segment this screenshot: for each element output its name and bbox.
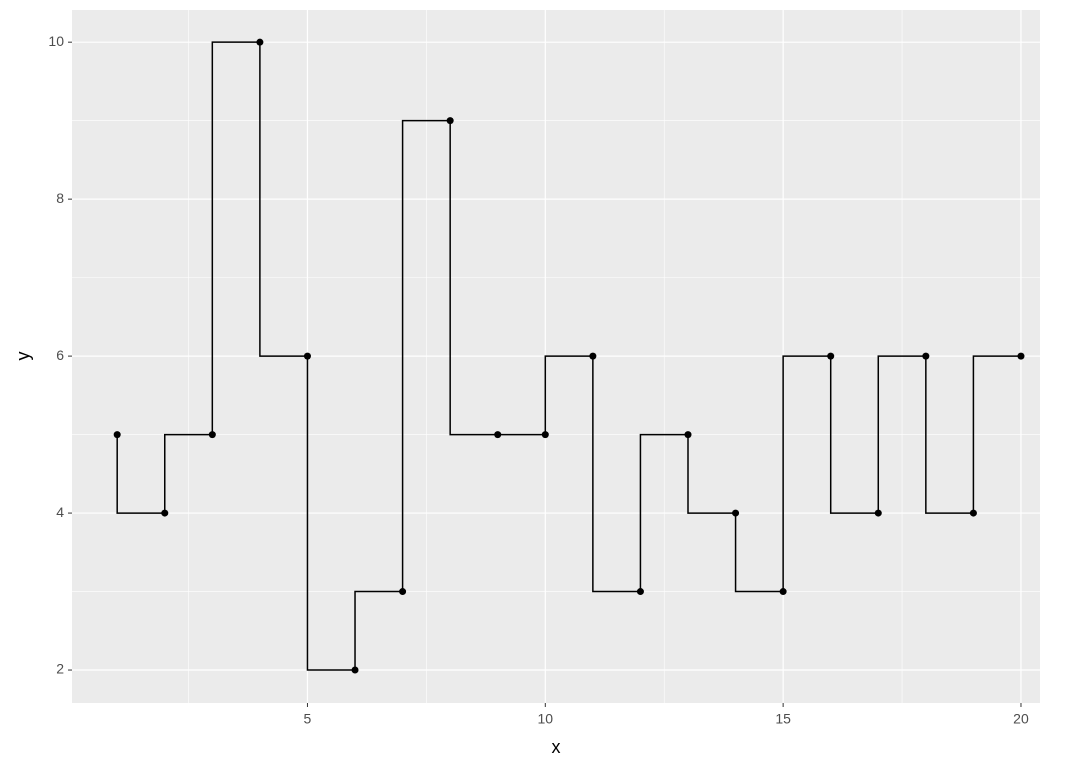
point xyxy=(161,509,169,517)
point xyxy=(969,509,977,517)
point xyxy=(922,352,930,360)
point xyxy=(636,588,644,596)
point xyxy=(589,352,597,360)
point xyxy=(446,117,454,125)
y-tick-label: 4 xyxy=(56,504,64,520)
point xyxy=(399,588,407,596)
y-tick-label: 2 xyxy=(56,661,64,677)
point xyxy=(732,509,740,517)
point xyxy=(684,431,692,439)
x-tick-label: 20 xyxy=(1013,711,1029,727)
y-tick-label: 8 xyxy=(56,190,64,206)
step-line xyxy=(116,41,1021,671)
point xyxy=(1017,352,1025,360)
x-tick-label: 5 xyxy=(304,711,312,727)
point xyxy=(874,509,882,517)
point xyxy=(303,352,311,360)
point xyxy=(208,431,216,439)
x-tick-label: 15 xyxy=(775,711,791,727)
y-tick-label: 6 xyxy=(56,347,64,363)
point xyxy=(827,352,835,360)
y-tick-label: 10 xyxy=(48,33,64,49)
point xyxy=(494,431,502,439)
point xyxy=(256,38,264,46)
point xyxy=(351,666,359,674)
point xyxy=(113,431,121,439)
point xyxy=(779,588,787,596)
point xyxy=(541,431,549,439)
y-axis-title: y xyxy=(13,352,33,361)
x-tick-label: 10 xyxy=(538,711,554,727)
x-axis-title: x xyxy=(552,737,561,757)
